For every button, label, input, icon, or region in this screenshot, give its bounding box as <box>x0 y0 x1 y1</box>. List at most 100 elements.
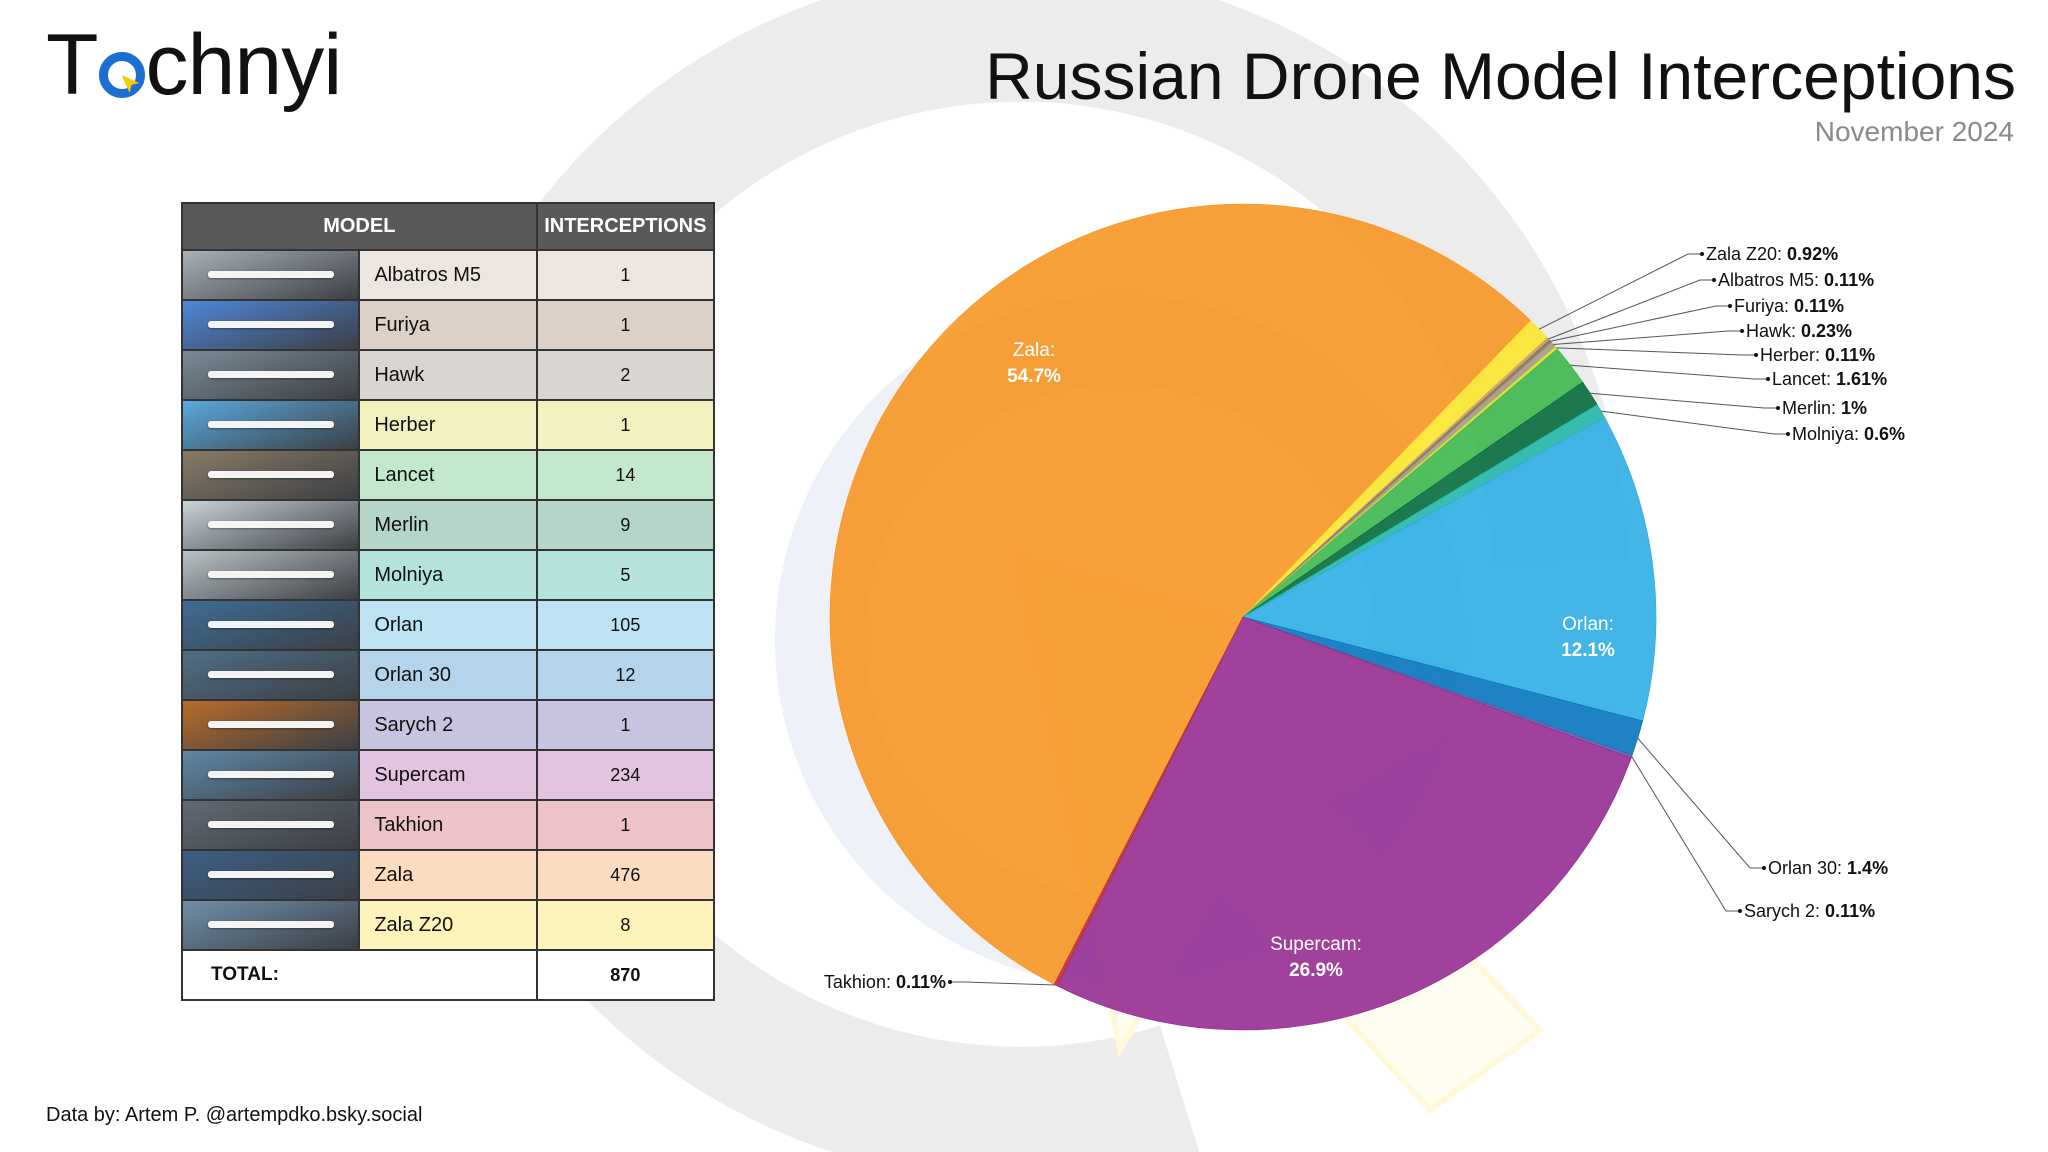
callout-line-furiya <box>1550 305 1730 342</box>
table-row: Hawk 2 <box>180 349 716 401</box>
model-name-cell: Supercam <box>358 749 538 801</box>
slice-label-supercam: Supercam: <box>1270 934 1362 955</box>
callout-label-lancet: Lancet: 1.61% <box>1772 369 1887 389</box>
callout-dot-albatros-m5 <box>1712 278 1716 282</box>
drone-photo-icon <box>183 851 359 899</box>
drone-photo-icon <box>183 401 359 449</box>
slice-percent-supercam: 26.9% <box>1289 960 1343 981</box>
callout-label-molniya: Molniya: 0.6% <box>1792 424 1905 444</box>
drone-photo-icon <box>183 601 359 649</box>
callout-label-zala-z20: Zala Z20: 0.92% <box>1706 244 1838 264</box>
model-name-cell: Zala Z20 <box>358 899 538 951</box>
drone-photo-icon <box>183 301 359 349</box>
model-name-cell: Zala <box>358 849 538 901</box>
interceptions-cell: 12 <box>535 649 716 701</box>
table-total-row: TOTAL: 870 <box>181 949 716 1001</box>
model-name-cell: Sarych 2 <box>358 699 538 751</box>
total-value: 870 <box>535 949 716 1001</box>
model-name-cell: Furiya <box>358 299 538 351</box>
slice-percent-orlan: 12.1% <box>1561 640 1615 661</box>
drone-thumbnail <box>180 849 361 901</box>
callout-label-herber: Herber: 0.11% <box>1760 345 1875 365</box>
drone-thumbnail <box>180 649 361 701</box>
slice-percent-zala: 54.7% <box>1007 366 1061 387</box>
drone-thumbnail <box>180 899 361 951</box>
callout-line-orlan-30 <box>1637 737 1764 869</box>
interceptions-cell: 476 <box>535 849 716 901</box>
table-row: Molniya 5 <box>180 549 716 601</box>
callout-line-merlin <box>1590 392 1778 409</box>
drone-thumbnail <box>180 499 361 551</box>
interceptions-cell: 14 <box>535 449 716 501</box>
drone-photo-icon <box>183 551 359 599</box>
drone-photo-icon <box>183 801 359 849</box>
drone-photo-icon <box>183 701 359 749</box>
drone-photo-icon <box>183 751 359 799</box>
callout-dot-lancet <box>1766 377 1770 381</box>
drone-thumbnail <box>180 299 361 351</box>
interceptions-cell: 1 <box>535 399 716 451</box>
model-name-cell: Merlin <box>358 499 538 551</box>
drone-thumbnail <box>180 799 361 851</box>
callout-line-molniya <box>1600 410 1788 435</box>
callout-line-hawk <box>1553 330 1742 345</box>
model-name-cell: Takhion <box>358 799 538 851</box>
pie-slice-takhion <box>1053 616 1244 987</box>
drone-photo-icon <box>183 451 359 499</box>
drone-photo-icon <box>183 501 359 549</box>
callout-label-merlin: Merlin: 1% <box>1782 398 1867 418</box>
drone-photo-icon <box>183 251 359 299</box>
callout-label-orlan-30: Orlan 30: 1.4% <box>1768 858 1888 878</box>
slice-label-zala: Zala: <box>1013 340 1055 361</box>
callout-dot-takhion <box>948 980 952 984</box>
callout-line-takhion <box>950 981 1056 986</box>
logo-cursor-icon <box>98 52 145 98</box>
table-row: Lancet 14 <box>180 449 716 501</box>
interceptions-cell: 8 <box>535 899 716 951</box>
drone-thumbnail <box>180 749 361 801</box>
callout-label-furiya: Furiya: 0.11% <box>1734 296 1844 316</box>
callout-label-sarych-2: Sarych 2: 0.11% <box>1744 901 1875 921</box>
callout-dot-hawk <box>1740 329 1744 333</box>
drone-thumbnail <box>180 399 361 451</box>
callout-label-takhion: Takhion: 0.11% <box>824 972 946 992</box>
table-body: Albatros M5 1 Furiya 1 Hawk 2 Herber 1 Lancet 14 M… <box>180 249 716 1001</box>
model-name-cell: Herber <box>358 399 538 451</box>
model-name-cell: Albatros M5 <box>358 249 538 301</box>
callout-label-hawk: Hawk: 0.23% <box>1746 321 1852 341</box>
col-header-model: MODEL <box>181 202 538 251</box>
callout-dot-orlan-30 <box>1762 866 1766 870</box>
callout-line-herber <box>1556 347 1756 356</box>
callout-line-albatros-m5 <box>1548 279 1714 340</box>
interceptions-cell: 1 <box>535 799 716 851</box>
interceptions-cell: 234 <box>535 749 716 801</box>
interceptions-cell: 1 <box>535 699 716 751</box>
drone-photo-icon <box>183 651 359 699</box>
callout-label-albatros-m5: Albatros M5: 0.11% <box>1718 270 1874 290</box>
callout-line-lancet <box>1570 364 1768 380</box>
callout-dot-herber <box>1754 353 1758 357</box>
table-row: Orlan 105 <box>180 599 716 651</box>
callout-dot-zala-z20 <box>1700 252 1704 256</box>
model-name-cell: Orlan 30 <box>358 649 538 701</box>
interceptions-cell: 1 <box>535 299 716 351</box>
table-row: Zala 476 <box>180 849 716 901</box>
drone-photo-icon <box>183 901 359 949</box>
table-header-row: MODEL INTERCEPTIONS <box>181 202 716 251</box>
interceptions-cell: 5 <box>535 549 716 601</box>
table-row: Herber 1 <box>180 399 716 451</box>
interceptions-cell: 1 <box>535 249 716 301</box>
callout-dot-furiya <box>1728 304 1732 308</box>
callout-line-zala-z20 <box>1538 253 1702 330</box>
interceptions-cell: 9 <box>535 499 716 551</box>
drone-thumbnail <box>180 449 361 501</box>
data-credit: Data by: Artem P. @artempdko.bsky.social <box>46 1104 423 1126</box>
interceptions-cell: 2 <box>535 349 716 401</box>
callout-dot-molniya <box>1786 432 1790 436</box>
drone-thumbnail <box>180 349 361 401</box>
callout-dot-sarych-2 <box>1738 909 1742 913</box>
total-label: TOTAL: <box>181 949 538 1001</box>
